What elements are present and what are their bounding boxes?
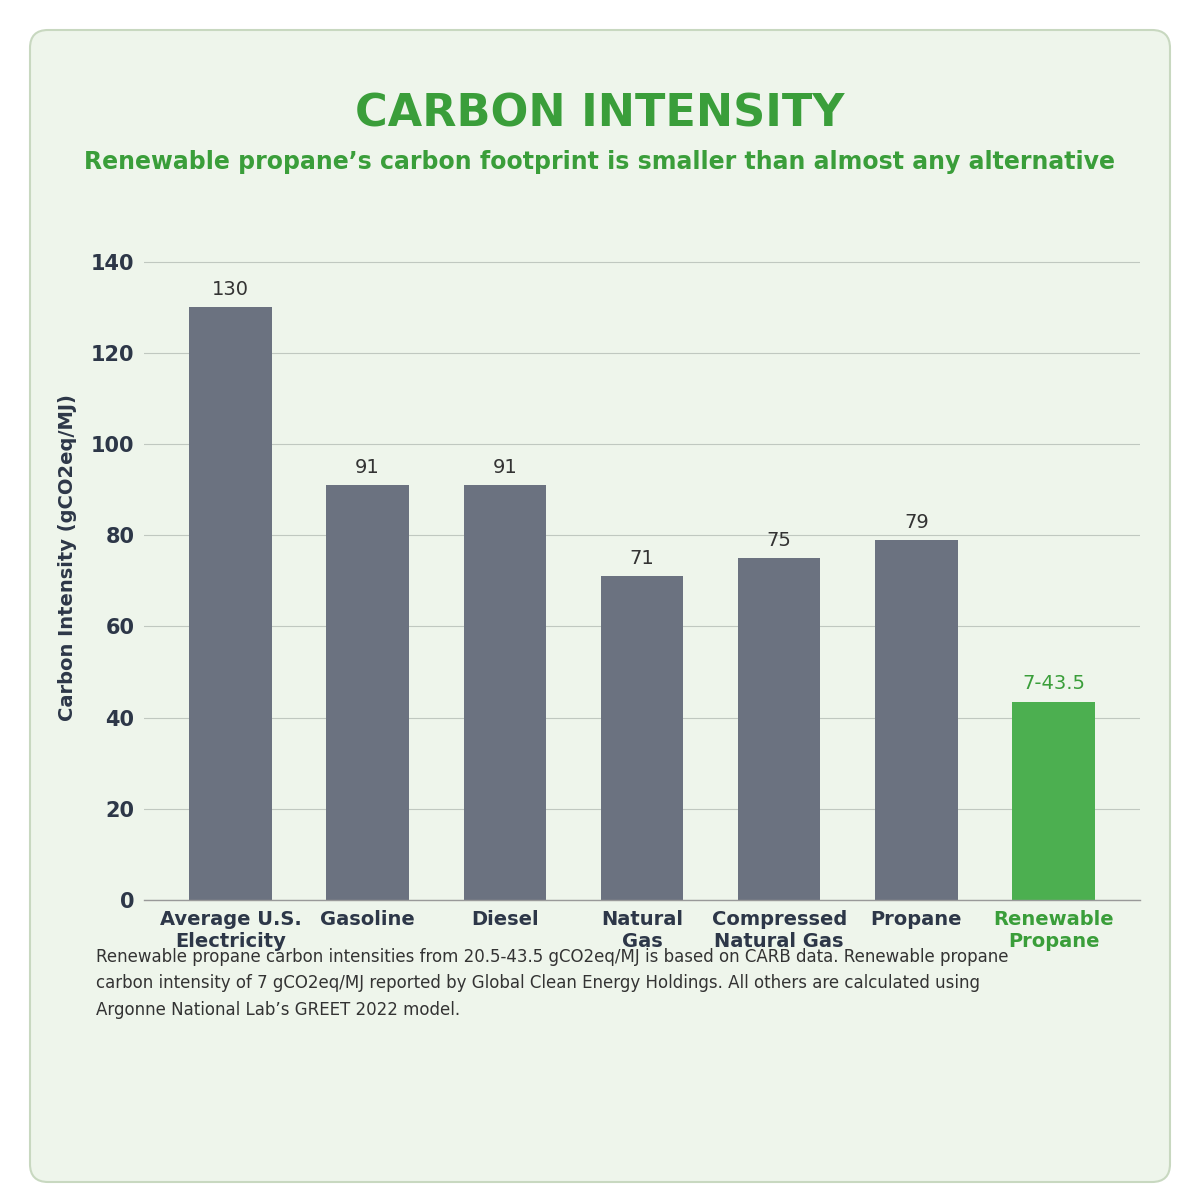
- Text: 91: 91: [492, 458, 517, 476]
- Text: Renewable propane carbon intensities from 20.5-43.5 gCO2eq/MJ is based on CARB d: Renewable propane carbon intensities fro…: [96, 948, 1008, 1019]
- Text: 79: 79: [904, 512, 929, 532]
- Y-axis label: Carbon Intensity (gCO2eq/MJ): Carbon Intensity (gCO2eq/MJ): [58, 395, 77, 721]
- Bar: [601, 576, 683, 900]
- Text: Renewable propane’s carbon footprint is smaller than almost any alternative: Renewable propane’s carbon footprint is …: [84, 150, 1116, 174]
- Bar: [190, 307, 271, 900]
- FancyBboxPatch shape: [30, 30, 1170, 1182]
- Bar: [875, 540, 958, 900]
- Bar: [326, 485, 409, 900]
- Text: 130: 130: [212, 280, 248, 299]
- Text: 75: 75: [767, 530, 792, 550]
- Text: 7-43.5: 7-43.5: [1022, 674, 1085, 694]
- Bar: [738, 558, 821, 900]
- Bar: [1013, 702, 1094, 900]
- Text: 91: 91: [355, 458, 380, 476]
- Text: 71: 71: [630, 550, 654, 568]
- Text: CARBON INTENSITY: CARBON INTENSITY: [355, 92, 845, 136]
- Bar: [463, 485, 546, 900]
